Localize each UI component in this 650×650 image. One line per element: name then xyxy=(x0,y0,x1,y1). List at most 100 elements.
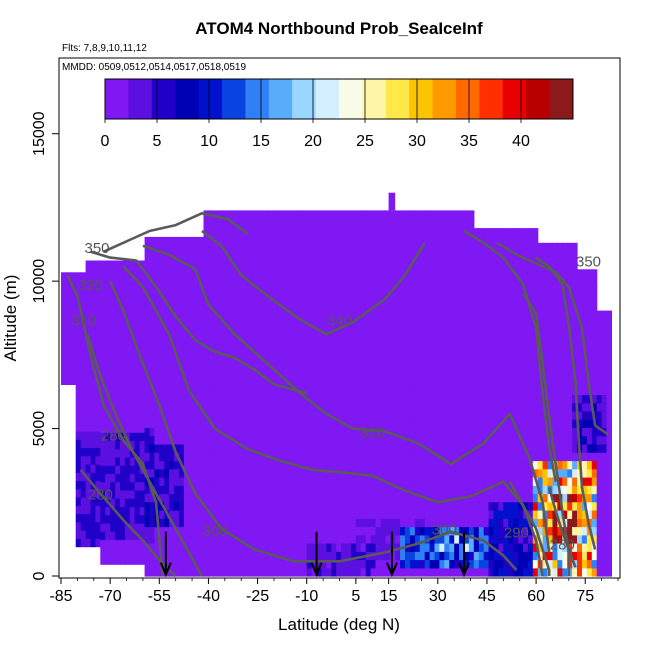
heatmap-cell xyxy=(110,399,116,408)
heatmap-cell xyxy=(183,320,190,329)
heatmap-cell xyxy=(351,427,357,437)
heatmap-cell xyxy=(85,488,92,498)
heatmap-cell xyxy=(90,455,96,465)
heatmap-cell xyxy=(174,468,180,478)
heatmap-cell xyxy=(473,559,480,569)
heatmap-cell xyxy=(331,410,337,420)
heatmap-cell xyxy=(247,270,254,280)
profile-arrow xyxy=(458,531,470,578)
heatmap-cell xyxy=(478,468,485,478)
heatmap-cell xyxy=(336,377,342,387)
heatmap-cell xyxy=(252,336,259,346)
heatmap-cell xyxy=(419,369,426,379)
heatmap-cell xyxy=(429,344,436,354)
heatmap-cell xyxy=(513,510,519,519)
heatmap-cell xyxy=(375,567,381,577)
heatmap-cell xyxy=(532,468,539,478)
heatmap-cell xyxy=(134,448,141,458)
heatmap-cell xyxy=(601,310,608,313)
heatmap-cell xyxy=(115,432,121,441)
heatmap-cell xyxy=(547,287,554,296)
heatmap-cell xyxy=(468,278,475,288)
heatmap-cell xyxy=(385,402,391,412)
heatmap-cell xyxy=(390,518,396,528)
heatmap-cell xyxy=(61,343,67,352)
heatmap-cell xyxy=(459,460,465,470)
heatmap-cell xyxy=(586,510,593,519)
heatmap-cell xyxy=(375,221,381,230)
heatmap-cell xyxy=(439,210,445,214)
heatmap-cell xyxy=(596,369,603,379)
heatmap-cell xyxy=(542,501,549,511)
contour-line xyxy=(79,469,177,577)
heatmap-cell xyxy=(527,336,534,346)
heatmap-cell xyxy=(459,320,465,329)
heatmap-cell xyxy=(464,287,470,296)
heatmap-cell xyxy=(247,435,254,445)
heatmap-cell xyxy=(547,320,554,329)
heatmap-cell xyxy=(468,493,475,503)
heatmap-cell xyxy=(562,427,568,437)
heatmap-cell xyxy=(419,534,426,544)
heatmap-cell xyxy=(464,501,470,511)
heatmap-cell xyxy=(459,501,465,511)
heatmap-cell xyxy=(464,443,470,453)
heatmap-cell xyxy=(351,452,357,462)
heatmap-cell xyxy=(306,210,313,214)
heatmap-cell xyxy=(272,270,278,280)
heatmap-cell xyxy=(105,341,111,351)
heatmap-cell xyxy=(400,377,406,387)
heatmap-cell xyxy=(572,336,578,346)
heatmap-cell xyxy=(282,328,288,338)
heatmap-cell xyxy=(331,287,337,296)
heatmap-cell xyxy=(252,287,259,296)
heatmap-cell xyxy=(242,212,249,222)
heatmap-cell xyxy=(468,468,475,478)
heatmap-cell xyxy=(542,394,549,404)
heatmap-cell xyxy=(218,287,224,296)
heatmap-cell xyxy=(542,303,549,313)
colorbar-segment xyxy=(339,79,363,119)
heatmap-cell xyxy=(154,236,160,239)
heatmap-cell xyxy=(198,543,205,552)
heatmap-cell xyxy=(547,245,554,255)
heatmap-cell xyxy=(311,427,318,437)
heatmap-cell xyxy=(336,295,342,305)
heatmap-cell xyxy=(390,476,396,486)
heatmap-cell xyxy=(591,443,598,453)
heatmap-cell xyxy=(483,518,490,528)
heatmap-cell xyxy=(100,324,106,334)
heatmap-cell xyxy=(346,402,352,412)
heatmap-cell xyxy=(100,357,106,367)
heatmap-cell xyxy=(405,344,411,354)
heatmap-cell xyxy=(375,328,381,338)
heatmap-cell xyxy=(537,435,544,445)
heatmap-cell xyxy=(311,386,318,395)
heatmap-cell xyxy=(247,311,254,321)
colorbar-tick-label: 35 xyxy=(460,133,478,150)
heatmap-cell xyxy=(193,460,200,470)
heatmap-cell xyxy=(405,361,411,371)
heatmap-cell xyxy=(582,485,588,495)
heatmap-cell xyxy=(523,567,529,577)
heatmap-cell xyxy=(586,344,593,354)
heatmap-cell xyxy=(129,531,136,541)
heatmap-cell xyxy=(385,344,391,354)
heatmap-cell xyxy=(252,212,259,222)
heatmap-cell xyxy=(257,295,264,305)
heatmap-cell xyxy=(454,254,460,263)
heatmap-cell xyxy=(144,377,151,387)
heatmap-cell xyxy=(459,287,465,296)
heatmap-cell xyxy=(267,237,273,247)
heatmap-cell xyxy=(380,262,386,272)
heatmap-cell xyxy=(459,245,465,255)
heatmap-cell xyxy=(414,229,421,239)
heatmap-cell xyxy=(454,344,460,354)
heatmap-cell xyxy=(341,386,347,395)
heatmap-cell xyxy=(355,386,362,395)
heatmap-cell xyxy=(385,526,391,536)
heatmap-cell xyxy=(400,402,406,412)
heatmap-cell xyxy=(321,518,327,528)
heatmap-cell xyxy=(306,526,313,536)
heatmap-cell xyxy=(292,518,298,528)
